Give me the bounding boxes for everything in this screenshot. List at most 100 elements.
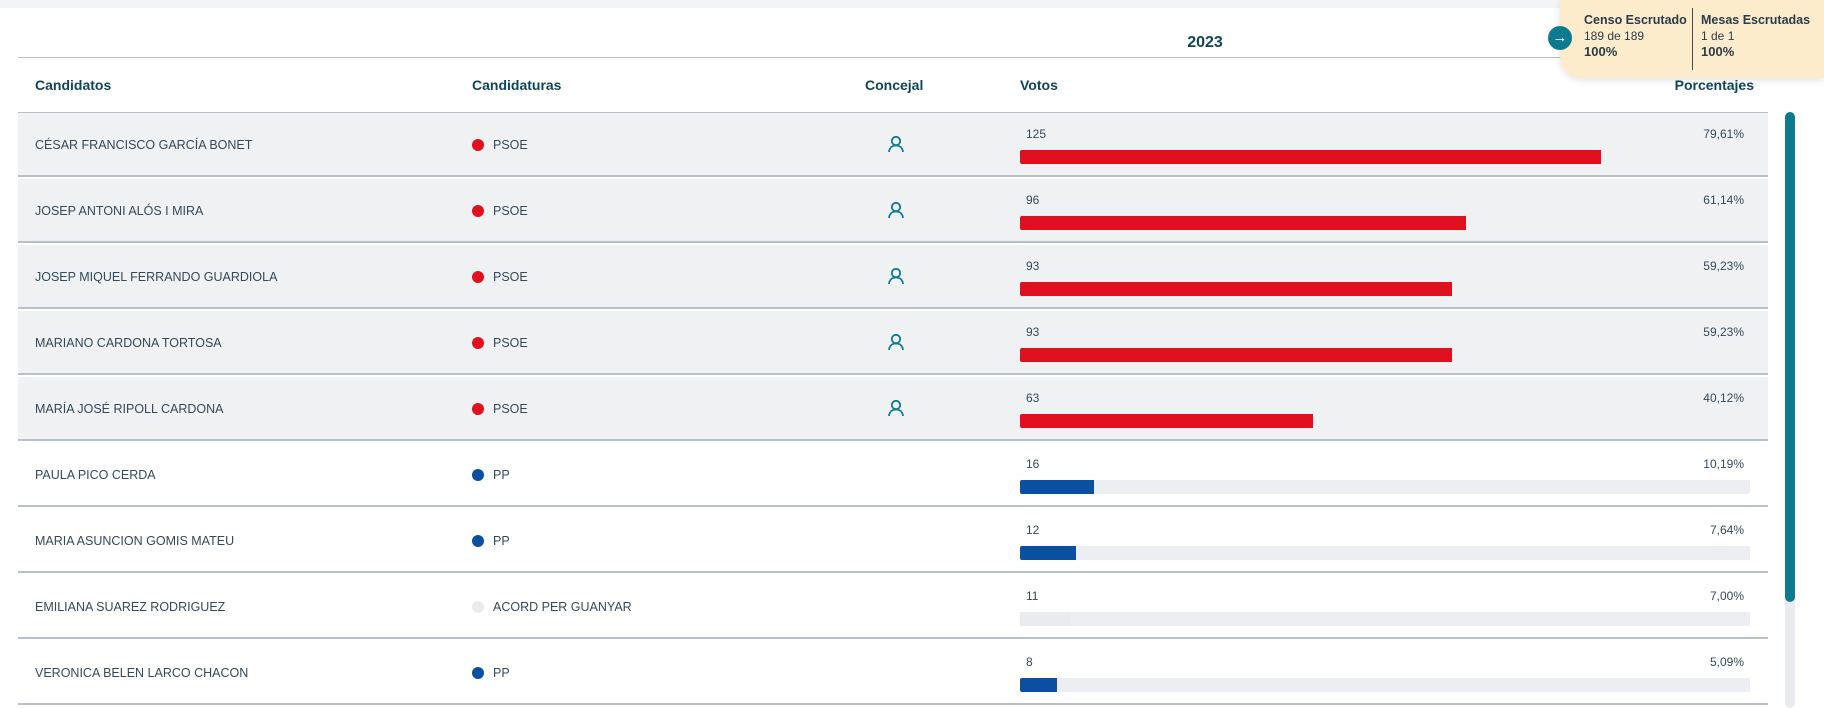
vote-bar-track <box>1020 546 1750 560</box>
votes-count: 63 <box>1026 391 1040 405</box>
table-row: MARÍA JOSÉ RIPOLL CARDONA PSOE 63 40,12% <box>18 377 1768 441</box>
table-row: VERONICA BELEN LARCO CHACON PP 8 5,09% <box>18 641 1768 705</box>
vote-percentage: 7,00% <box>1709 589 1744 603</box>
candidate-name: MARIANO CARDONA TORTOSA <box>35 336 222 350</box>
candidate-name: MARIA ASUNCION GOMIS MATEU <box>35 534 235 548</box>
header-concejal: Concejal <box>865 77 924 93</box>
vote-bar <box>1020 282 1453 296</box>
party-color-dot <box>472 667 484 679</box>
vote-percentage: 59,23% <box>1703 325 1744 339</box>
party-cell: ACORD PER GUANYAR <box>472 600 632 614</box>
vote-bar-track <box>1020 414 1750 428</box>
vote-bar <box>1020 150 1602 164</box>
vote-bar <box>1020 678 1058 692</box>
vote-percentage: 7,64% <box>1709 523 1744 537</box>
vote-bar-track <box>1020 480 1750 494</box>
votes-count: 93 <box>1026 259 1040 273</box>
party-name: PSOE <box>493 270 528 284</box>
party-color-dot <box>472 601 484 613</box>
party-cell: PP <box>472 666 510 680</box>
party-cell: PP <box>472 534 510 548</box>
party-name: PSOE <box>493 204 528 218</box>
votes-count: 8 <box>1026 655 1033 669</box>
party-color-dot <box>472 337 484 349</box>
header-votos: Votos <box>1020 77 1058 93</box>
party-name: PP <box>493 534 510 548</box>
user-icon <box>888 399 904 417</box>
candidate-name: MARÍA JOSÉ RIPOLL CARDONA <box>35 402 224 416</box>
vote-bar-track <box>1020 216 1750 230</box>
vote-bar <box>1020 480 1095 494</box>
vote-bar <box>1020 612 1072 626</box>
scrollbar[interactable] <box>1785 112 1795 708</box>
user-icon <box>888 333 904 351</box>
vote-percentage: 79,61% <box>1703 127 1744 141</box>
vote-bar-track <box>1020 612 1750 626</box>
vote-percentage: 59,23% <box>1703 259 1744 273</box>
vote-bar-track <box>1020 150 1750 164</box>
mesas-escrutadas-count: 1 de 1 <box>1701 29 1735 43</box>
table-row: JOSEP ANTONI ALÓS I MIRA PSOE 96 61,14% <box>18 179 1768 243</box>
party-color-dot <box>472 469 484 481</box>
party-color-dot <box>472 535 484 547</box>
table-row: MARIA ASUNCION GOMIS MATEU PP 12 7,64% <box>18 509 1768 573</box>
divider <box>18 57 1768 58</box>
table-row: JOSEP MIQUEL FERRANDO GUARDIOLA PSOE 93 59,… <box>18 245 1768 309</box>
censo-escrutado-pct: 100% <box>1584 44 1618 59</box>
party-cell: PSOE <box>472 336 528 350</box>
party-cell: PSOE <box>472 402 528 416</box>
party-color-dot <box>472 205 484 217</box>
candidate-name: JOSEP ANTONI ALÓS I MIRA <box>35 204 204 218</box>
vote-bar <box>1020 546 1076 560</box>
votes-count: 11 <box>1026 589 1039 603</box>
party-cell: PP <box>472 468 510 482</box>
party-name: PSOE <box>493 402 528 416</box>
table-row: EMILIANA SUAREZ RODRIGUEZ ACORD PER GUANY… <box>18 575 1768 639</box>
votes-count: 125 <box>1026 127 1047 141</box>
candidate-name: PAULA PICO CERDA <box>35 468 156 482</box>
table-row: CÉSAR FRANCISCO GARCÍA BONET PSOE 125 79,61… <box>18 113 1768 177</box>
party-color-dot <box>472 139 484 151</box>
party-name: ACORD PER GUANYAR <box>493 600 632 614</box>
candidate-name: VERONICA BELEN LARCO CHACON <box>35 666 249 680</box>
candidate-name: EMILIANA SUAREZ RODRIGUEZ <box>35 600 226 614</box>
censo-escrutado-count: 189 de 189 <box>1584 29 1645 43</box>
party-name: PSOE <box>493 336 528 350</box>
votes-count: 12 <box>1026 523 1040 537</box>
candidate-name: CÉSAR FRANCISCO GARCÍA BONET <box>35 138 253 152</box>
results-panel: 2023 Candidatos Candidaturas Concejal Vo… <box>0 8 1824 708</box>
party-name: PP <box>493 468 510 482</box>
mesas-escrutadas: Mesas Escrutadas 1 de 1 100% <box>1701 12 1810 60</box>
arrow-right-icon[interactable]: → <box>1548 26 1572 50</box>
user-icon <box>888 201 904 219</box>
header-candidatos: Candidatos <box>35 77 112 93</box>
vote-bar-track <box>1020 678 1750 692</box>
vote-bar <box>1020 348 1453 362</box>
user-icon <box>888 135 904 153</box>
table-row: PAULA PICO CERDA PP 16 10,19% <box>18 443 1768 507</box>
header-candidaturas: Candidaturas <box>472 77 562 93</box>
vote-bar-track <box>1020 348 1750 362</box>
vote-bar <box>1020 216 1467 230</box>
mesas-escrutadas-title: Mesas Escrutadas <box>1701 13 1811 27</box>
censo-escrutado-title: Censo Escrutado <box>1584 13 1687 27</box>
party-cell: PSOE <box>472 270 528 284</box>
header-porcentajes: Porcentajes <box>1674 77 1754 93</box>
year-label: 2023 <box>1187 34 1223 51</box>
scrollbar-thumb[interactable] <box>1785 112 1795 602</box>
censo-escrutado: Censo Escrutado 189 de 189 100% <box>1584 12 1687 60</box>
vote-bar <box>1020 414 1313 428</box>
vote-bar-track <box>1020 282 1750 296</box>
votes-count: 16 <box>1026 457 1040 471</box>
candidate-name: JOSEP MIQUEL FERRANDO GUARDIOLA <box>35 270 278 284</box>
party-color-dot <box>472 403 484 415</box>
party-name: PP <box>493 666 510 680</box>
table-row: MARIANO CARDONA TORTOSA PSOE 93 59,23% <box>18 311 1768 375</box>
votes-count: 93 <box>1026 325 1040 339</box>
party-cell: PSOE <box>472 138 528 152</box>
party-color-dot <box>472 271 484 283</box>
divider <box>1692 8 1693 70</box>
vote-percentage: 61,14% <box>1703 193 1744 207</box>
party-name: PSOE <box>493 138 528 152</box>
user-icon <box>888 267 904 285</box>
